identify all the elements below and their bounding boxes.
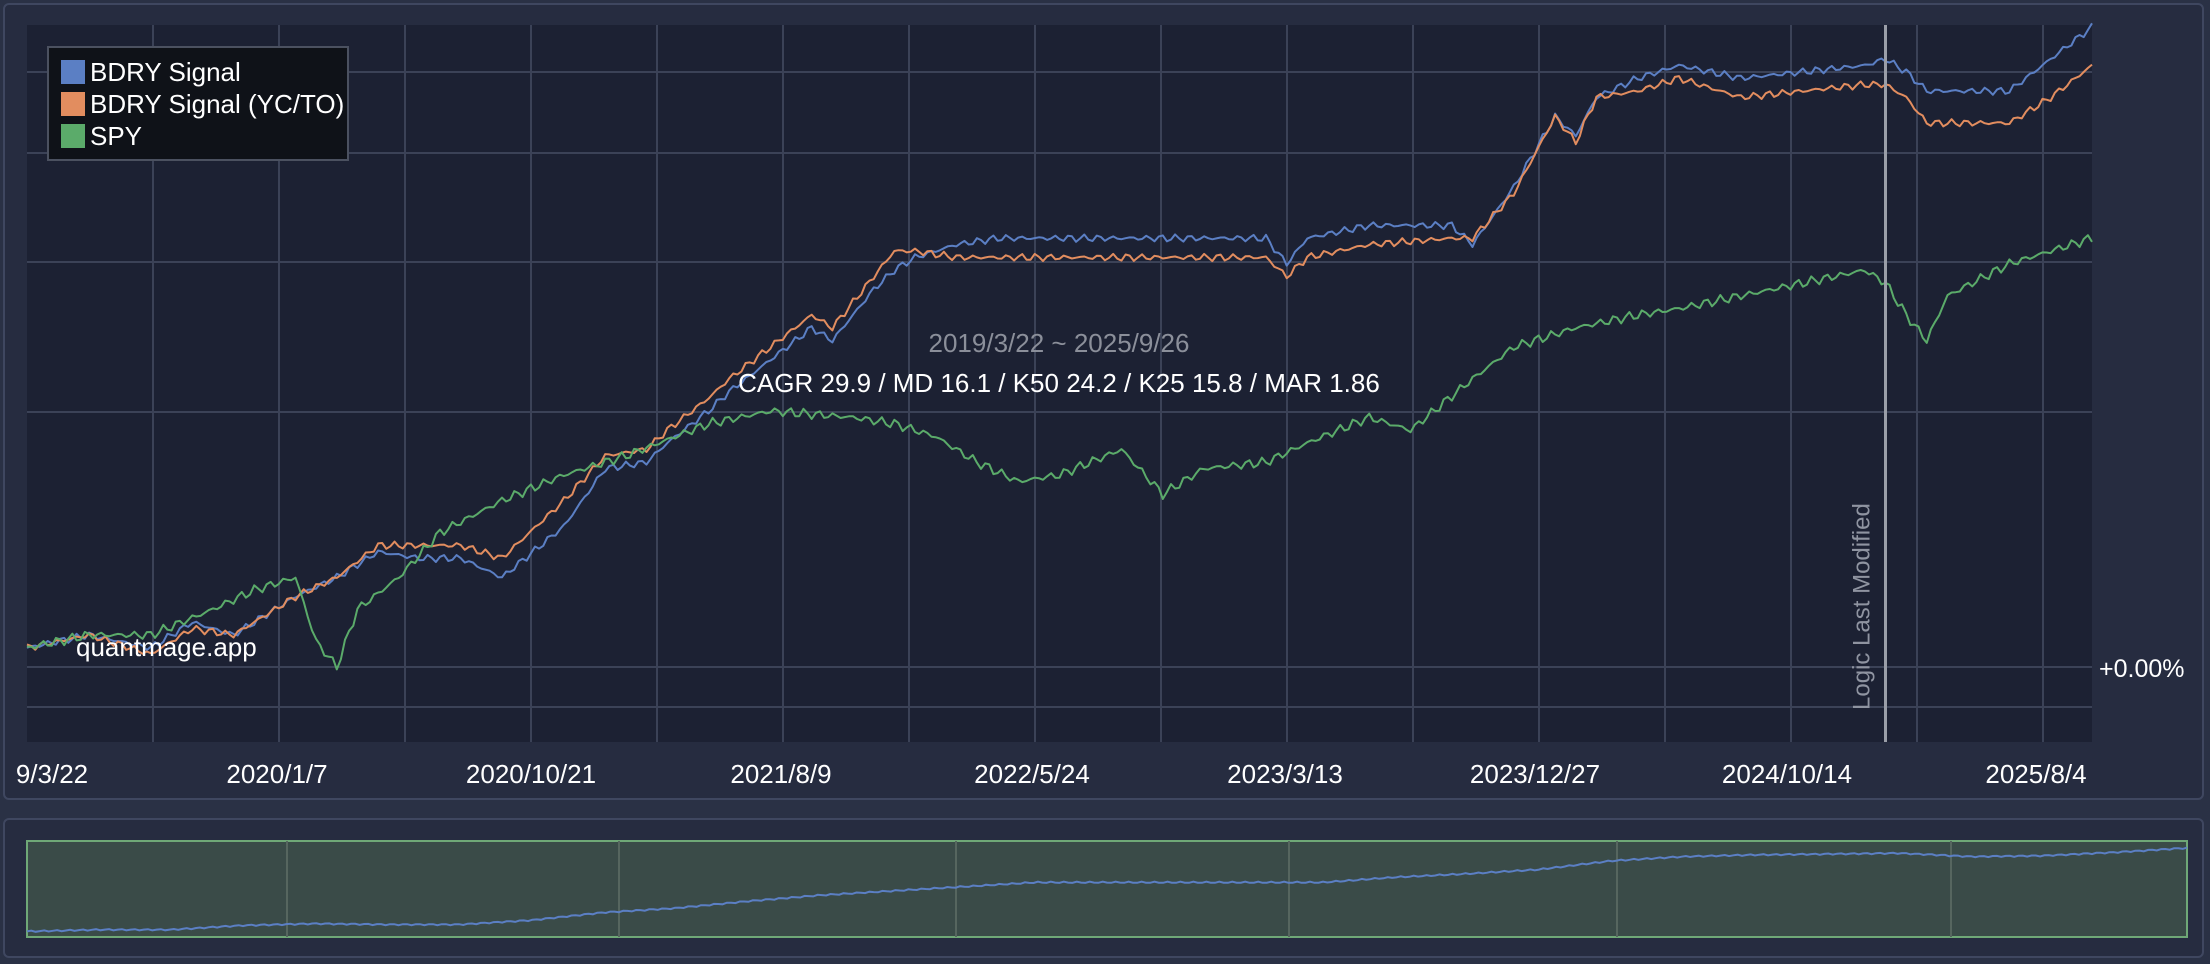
stats-annotation: CAGR 29.9 / MD 16.1 / K50 24.2 / K25 15.… bbox=[738, 368, 1380, 398]
x-tick-label: 2020/10/21 bbox=[466, 759, 596, 789]
x-tick-label: 2023/3/13 bbox=[1227, 759, 1343, 789]
chart-panel: Logic Last Modified 2019/3/22 ~ 2025/9/26… bbox=[3, 3, 2204, 800]
x-tick-label: 2022/5/24 bbox=[974, 759, 1090, 789]
legend-box bbox=[47, 46, 349, 161]
logic-modified-label: Logic Last Modified bbox=[1849, 503, 1876, 710]
x-tick-label: 9/3/22 bbox=[16, 759, 88, 789]
x-tick-label: 2023/12/27 bbox=[1470, 759, 1600, 789]
series-line[interactable] bbox=[26, 63, 2093, 655]
x-tick-label: 2024/10/14 bbox=[1722, 759, 1852, 789]
legend-swatch bbox=[61, 92, 85, 116]
navigator-panel[interactable] bbox=[3, 818, 2204, 958]
legend-label[interactable]: BDRY Signal (YC/TO) bbox=[90, 89, 344, 119]
y-tick-label: +0.00% bbox=[2099, 655, 2185, 683]
navigator-svg[interactable] bbox=[5, 820, 2206, 960]
grid bbox=[27, 25, 2092, 742]
x-tick-label: 2025/8/4 bbox=[1985, 759, 2086, 789]
navigator-window[interactable] bbox=[26, 840, 2188, 938]
series-line[interactable] bbox=[26, 22, 2093, 652]
watermark: quantmage.app bbox=[76, 632, 257, 662]
legend-swatch bbox=[61, 124, 85, 148]
plot-area bbox=[27, 25, 2092, 742]
legend-swatch bbox=[61, 60, 85, 84]
x-tick-label: 2020/1/7 bbox=[226, 759, 327, 789]
series-line[interactable] bbox=[26, 234, 2093, 671]
chart-svg[interactable]: Logic Last Modified 2019/3/22 ~ 2025/9/26… bbox=[5, 5, 2206, 802]
legend-label[interactable]: SPY bbox=[90, 121, 142, 151]
navigator-series-line bbox=[26, 846, 2188, 933]
legend-label[interactable]: BDRY Signal bbox=[90, 57, 241, 87]
date-range-annotation: 2019/3/22 ~ 2025/9/26 bbox=[929, 328, 1190, 358]
x-tick-label: 2021/8/9 bbox=[730, 759, 831, 789]
